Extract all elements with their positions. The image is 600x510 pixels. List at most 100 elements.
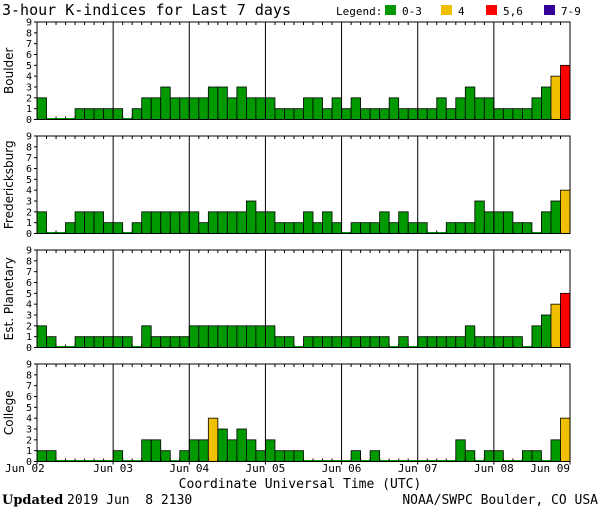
bar [503, 460, 513, 462]
y-tick-label: 8 [26, 256, 32, 267]
y-tick-label: 2 [26, 435, 32, 446]
bar [360, 222, 371, 234]
bar [150, 211, 162, 234]
bar [65, 346, 76, 348]
bar [474, 200, 485, 234]
bar [65, 118, 76, 120]
bar [170, 460, 180, 462]
y-tick-label: 3 [26, 197, 32, 208]
bar [274, 450, 285, 462]
bar [293, 222, 304, 234]
bar [36, 97, 47, 120]
x-tick-label: Jun 04 [169, 462, 209, 475]
bar [132, 346, 142, 348]
bar [103, 460, 114, 462]
y-tick-label: 6 [26, 392, 32, 403]
bar [293, 450, 304, 462]
bar [36, 325, 47, 348]
bar [284, 108, 295, 120]
bar [512, 222, 523, 234]
bar [255, 450, 266, 462]
bar [560, 417, 571, 462]
bar [541, 460, 551, 462]
bar [550, 75, 561, 120]
bar [198, 439, 209, 462]
bar [150, 439, 162, 462]
y-tick-label: 4 [26, 186, 32, 197]
bar [217, 211, 228, 234]
bar [293, 108, 304, 120]
bar [550, 303, 561, 348]
bar [284, 222, 295, 234]
bar [274, 108, 285, 120]
bar [407, 222, 419, 234]
legend-item-5-6: 5,6 [503, 5, 523, 18]
y-tick-label: 5 [26, 403, 32, 414]
bar [350, 222, 362, 234]
bar [417, 108, 428, 120]
bar [331, 97, 342, 120]
bar [531, 97, 542, 120]
bar [179, 97, 190, 120]
bar [245, 200, 257, 234]
legend-swatch-4 [441, 5, 452, 15]
x-tick-label: Jun 07 [398, 462, 438, 475]
y-tick-label: 6 [26, 278, 32, 289]
bar [379, 211, 390, 234]
bar [322, 336, 333, 348]
y-tick-label: 4 [26, 72, 32, 83]
bar [93, 336, 105, 348]
bar [522, 346, 532, 348]
bar [474, 460, 485, 462]
bar [103, 108, 114, 120]
legend-item-7-9: 7-9 [561, 5, 581, 18]
bar [198, 222, 209, 234]
bar [474, 97, 485, 120]
bar [236, 86, 247, 120]
y-tick-label: 4 [26, 300, 32, 311]
bar [169, 211, 181, 234]
bar [179, 450, 190, 462]
bar [217, 428, 228, 462]
bar [398, 460, 409, 462]
bar [274, 222, 285, 234]
bar [303, 211, 314, 234]
y-tick-label: 9 [26, 132, 32, 143]
bar [550, 200, 561, 234]
legend-swatch-5-6 [486, 5, 497, 15]
bar [436, 232, 447, 234]
bar [541, 314, 552, 348]
bar [455, 336, 466, 348]
station-label-est-planetary: Est. Planetary [2, 257, 16, 340]
y-tick-label: 9 [26, 246, 32, 257]
bar [255, 325, 266, 348]
bar [531, 325, 542, 348]
bar [389, 460, 399, 462]
bar [502, 336, 514, 348]
bar [445, 108, 457, 120]
bar [74, 336, 85, 348]
bar [179, 336, 190, 348]
bar [36, 211, 47, 234]
bar [141, 325, 152, 348]
bar [245, 97, 257, 120]
legend: Legend: 0-3 4 5,6 7-9 [336, 5, 581, 18]
bar [560, 64, 571, 120]
bar [46, 336, 57, 348]
bar [322, 460, 333, 462]
legend-swatch-7-9 [544, 5, 555, 15]
bar [369, 222, 381, 234]
bar [445, 336, 457, 348]
plot-area [37, 364, 570, 462]
bar [284, 336, 295, 348]
bar [84, 211, 95, 234]
bar [112, 450, 124, 462]
y-tick-label: 8 [26, 142, 32, 153]
bar [379, 336, 390, 348]
bar [541, 86, 552, 120]
bar [112, 222, 124, 234]
bar [436, 336, 447, 348]
bar [464, 450, 476, 462]
